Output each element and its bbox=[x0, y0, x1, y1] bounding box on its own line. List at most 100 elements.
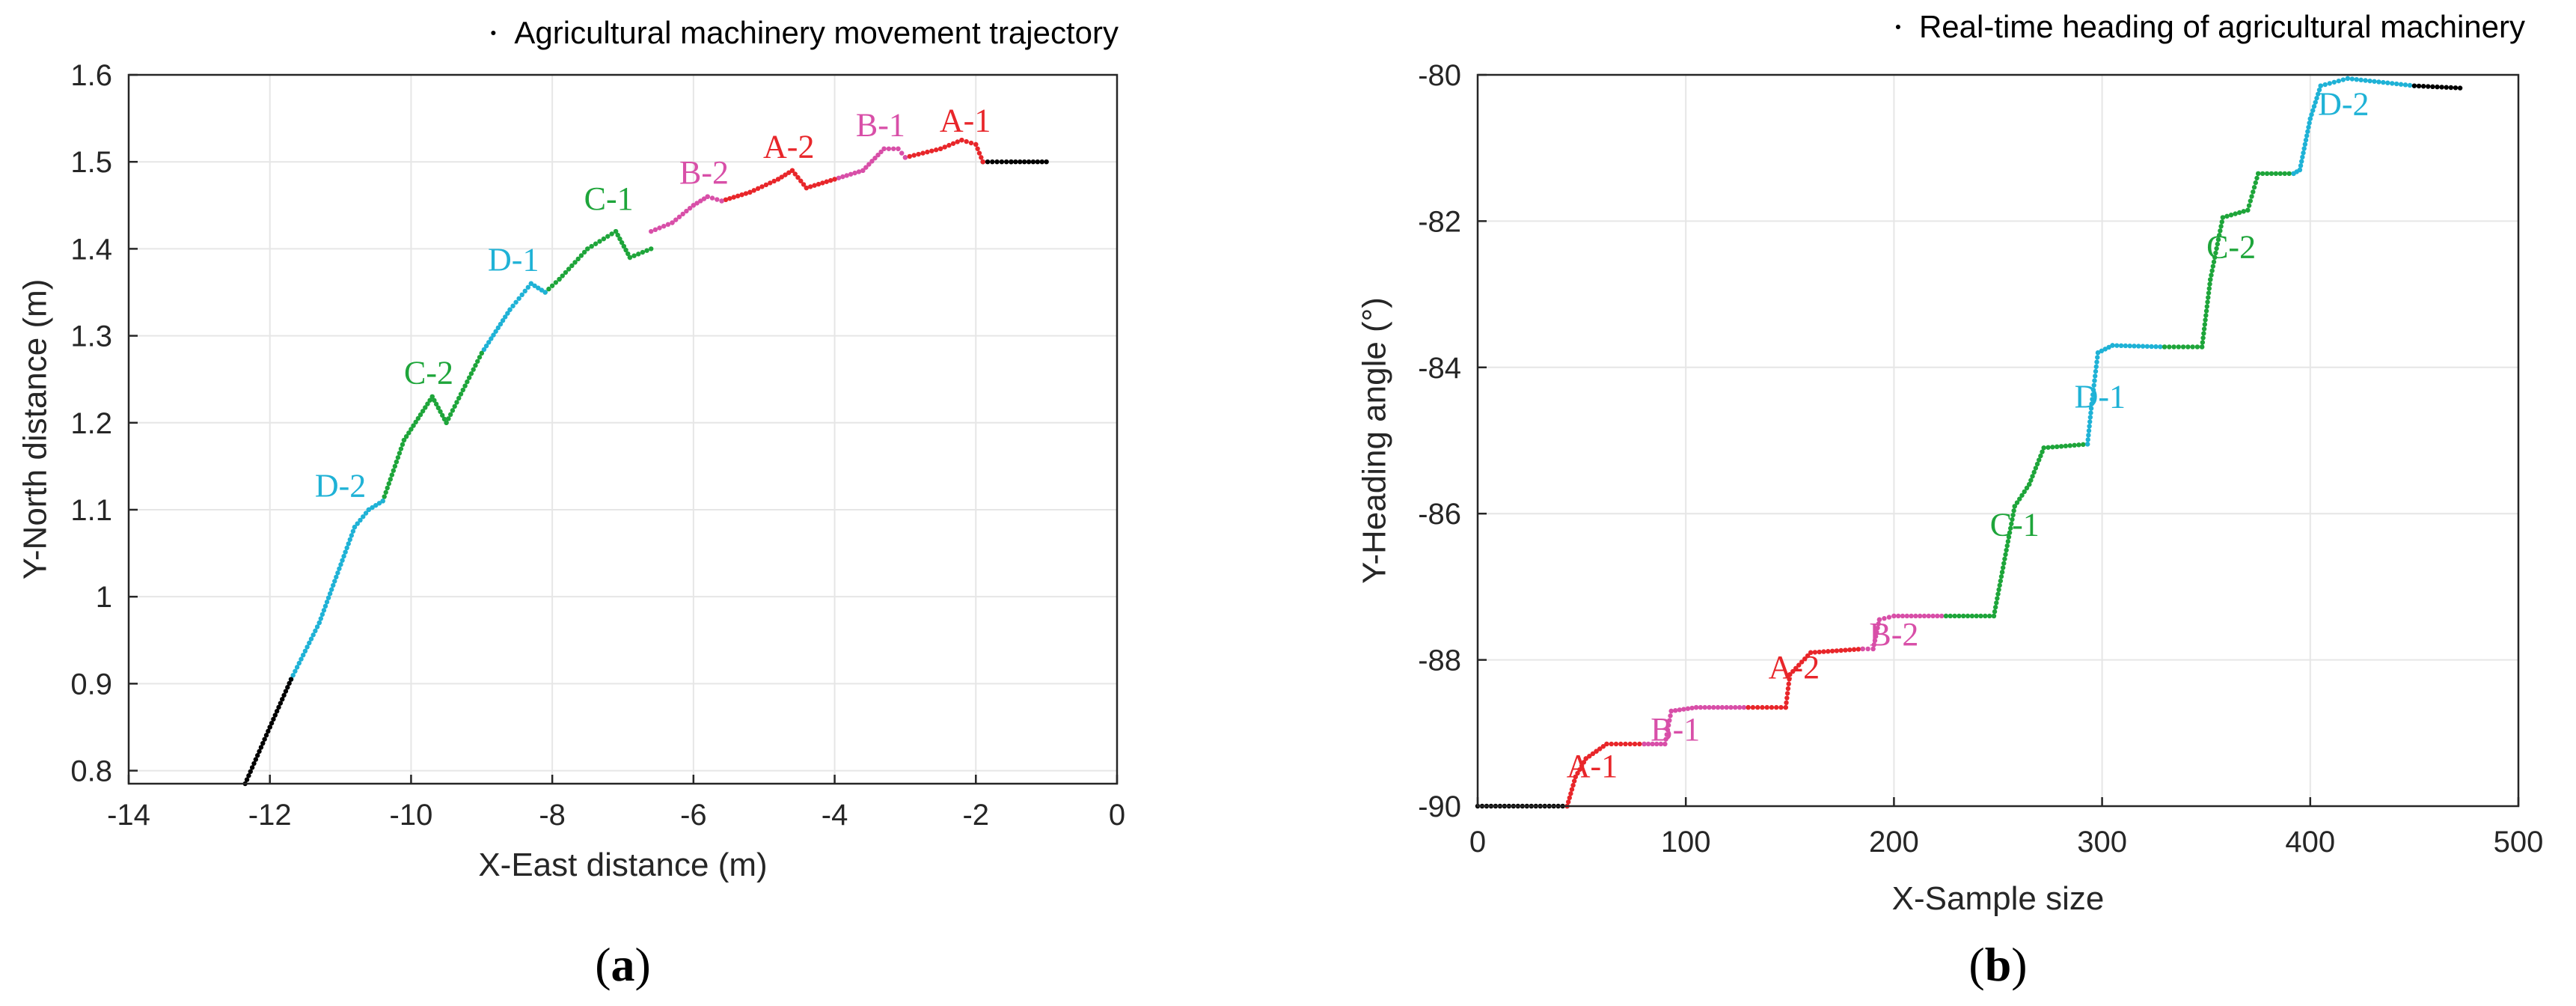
series-C-segment bbox=[1943, 442, 2090, 619]
data-point bbox=[2205, 299, 2210, 305]
data-point bbox=[2297, 167, 2303, 173]
data-point bbox=[2213, 250, 2218, 256]
x-tick-label: 300 bbox=[2077, 826, 2127, 859]
data-point bbox=[1632, 741, 1638, 747]
data-point bbox=[2245, 207, 2251, 213]
data-point bbox=[2140, 344, 2146, 349]
data-point bbox=[2007, 530, 2013, 535]
data-point bbox=[1855, 647, 1861, 652]
data-point bbox=[617, 236, 622, 242]
data-point bbox=[816, 181, 822, 187]
data-point bbox=[1587, 754, 1592, 759]
data-point bbox=[299, 656, 304, 662]
data-point bbox=[1870, 646, 1876, 652]
data-point bbox=[483, 343, 489, 349]
data-point bbox=[2091, 382, 2096, 388]
data-point bbox=[347, 537, 352, 543]
data-point bbox=[1733, 704, 1738, 710]
data-point bbox=[263, 733, 269, 738]
data-point bbox=[331, 582, 336, 588]
data-point bbox=[435, 405, 441, 411]
data-point bbox=[1642, 741, 1647, 747]
data-point bbox=[2180, 344, 2186, 350]
segment-label: A-1 bbox=[1567, 748, 1618, 784]
chart-panel-a: -14 -12 -10 -8 -6 -4 -2 0 0.8 0.9 1 1.1 1.2 1.3 1.4 1.5… bbox=[17, 15, 1126, 991]
x-tick-label: -2 bbox=[962, 799, 989, 832]
data-point bbox=[288, 677, 294, 682]
data-point bbox=[2006, 534, 2012, 540]
data-point bbox=[2081, 442, 2086, 448]
data-point bbox=[272, 713, 278, 718]
data-point bbox=[513, 299, 518, 305]
data-point bbox=[528, 281, 534, 287]
data-point bbox=[440, 412, 445, 418]
data-point bbox=[321, 608, 327, 613]
data-point bbox=[519, 292, 524, 298]
data-point bbox=[869, 159, 875, 164]
data-point bbox=[2228, 213, 2234, 218]
data-point bbox=[2185, 344, 2191, 350]
data-point bbox=[415, 415, 421, 421]
data-point bbox=[621, 243, 627, 249]
x-axis-label-a: X-East distance (m) bbox=[478, 847, 767, 883]
data-point bbox=[1787, 671, 1793, 677]
data-point bbox=[287, 680, 292, 686]
data-point bbox=[2302, 141, 2308, 147]
data-point bbox=[2251, 189, 2256, 195]
data-point bbox=[1900, 613, 1906, 619]
data-point bbox=[425, 401, 430, 406]
data-point bbox=[262, 737, 267, 742]
data-point bbox=[2316, 87, 2322, 93]
data-point bbox=[2002, 556, 2007, 561]
data-point bbox=[657, 225, 662, 231]
data-point bbox=[723, 197, 729, 203]
data-point bbox=[631, 253, 637, 258]
data-point bbox=[1623, 741, 1628, 747]
data-point bbox=[1826, 649, 1831, 654]
data-point bbox=[585, 246, 590, 252]
data-point bbox=[560, 273, 565, 278]
data-point bbox=[1799, 659, 1805, 665]
tick-labels-a: -14 -12 -10 -8 -6 -4 -2 0 0.8 0.9 1 1.1 1.2 1.3 1.4 1.5… bbox=[70, 59, 1125, 832]
data-point bbox=[294, 665, 300, 670]
data-point bbox=[447, 412, 453, 418]
series-C-segment bbox=[380, 350, 484, 504]
data-point bbox=[460, 387, 466, 393]
data-point bbox=[2209, 272, 2214, 278]
data-point bbox=[1003, 159, 1009, 165]
data-point bbox=[836, 175, 842, 180]
data-point bbox=[899, 150, 905, 156]
data-point bbox=[1573, 774, 1578, 780]
data-point bbox=[1583, 756, 1588, 761]
data-point bbox=[2004, 547, 2009, 553]
segment-label: B-1 bbox=[856, 106, 905, 143]
data-point bbox=[1663, 737, 1668, 742]
data-point bbox=[1829, 648, 1835, 653]
y-tick-label: 0.9 bbox=[70, 668, 112, 701]
data-point bbox=[680, 211, 685, 217]
data-point bbox=[2067, 443, 2072, 448]
data-point bbox=[976, 150, 982, 156]
data-point bbox=[2218, 228, 2223, 234]
data-point bbox=[489, 336, 494, 341]
data-point bbox=[319, 612, 325, 618]
data-point bbox=[409, 427, 414, 432]
data-point bbox=[456, 395, 462, 401]
data-point bbox=[808, 184, 813, 189]
data-point bbox=[344, 545, 349, 551]
data-point bbox=[1711, 704, 1716, 710]
data-point bbox=[337, 566, 342, 571]
data-point bbox=[2420, 84, 2426, 89]
data-point bbox=[2402, 82, 2408, 88]
x-axis-label-b: X-Sample size bbox=[1892, 880, 2105, 917]
data-point bbox=[979, 155, 984, 160]
data-point bbox=[789, 168, 795, 174]
data-point bbox=[1702, 704, 1707, 710]
data-point bbox=[2301, 150, 2306, 156]
data-point bbox=[2212, 254, 2218, 260]
data-point bbox=[454, 400, 459, 405]
data-point bbox=[2411, 83, 2417, 88]
data-point bbox=[2090, 387, 2096, 393]
data-point bbox=[269, 720, 275, 726]
data-point bbox=[2017, 496, 2022, 502]
